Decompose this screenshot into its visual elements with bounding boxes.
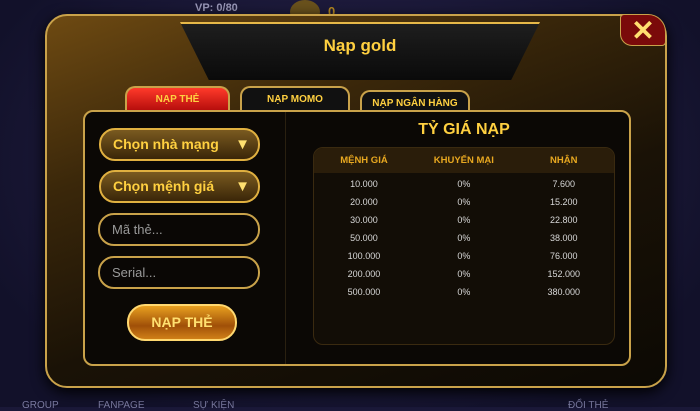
close-button[interactable]: ✕ [620,14,666,46]
rates-table-header: MỆNH GIÁ KHUYẾN MẠI NHẬN [314,148,614,173]
table-row: 500.000 0% 380.000 [314,283,614,301]
header-promotion: KHUYẾN MẠI [433,155,494,166]
table-row: 10.000 0% 7.600 [314,175,614,193]
bottom-nav-fanpage[interactable]: FANPAGE [98,400,145,411]
cell-receive: 7.600 [552,179,575,189]
cell-denomination: 10.000 [350,179,378,189]
rates-title: TỶ GIÁ NẠP [418,121,510,138]
cell-denomination: 200.000 [347,269,381,279]
card-code-input[interactable] [98,213,260,246]
denomination-select[interactable]: Chọn mệnh giá ▼ [99,170,260,203]
cell-receive: 38.000 [549,233,578,243]
serial-input[interactable] [98,256,260,289]
cell-promotion: 0% [457,251,471,261]
tab-nap-momo[interactable]: NẠP MOMO [240,86,350,112]
cell-promotion: 0% [457,197,471,207]
table-row: 30.000 0% 22.800 [314,211,614,229]
cell-denomination: 20.000 [350,197,378,207]
cell-promotion: 0% [457,179,471,189]
bottom-nav-group[interactable]: GROUP [22,400,59,411]
denomination-select-label: Chọn mệnh giá [113,178,215,194]
panel-divider [285,112,286,364]
rates-table: MỆNH GIÁ KHUYẾN MẠI NHẬN 10.000 0% 7.600 20… [313,147,615,345]
carrier-select-label: Chọn nhà mạng [113,136,219,152]
header-denomination: MỆNH GIÁ [340,155,388,166]
table-row: 200.000 0% 152.000 [314,265,614,283]
cell-receive: 76.000 [549,251,578,261]
dropdown-triangle-icon: ▼ [235,178,250,195]
tab-nap-the[interactable]: NẠP THẺ [125,86,230,112]
cell-receive: 380.000 [547,287,580,297]
cell-promotion: 0% [457,287,471,297]
bottom-nav-card-exchange[interactable]: ĐỔI THẺ [568,400,609,411]
submit-card-button[interactable]: NẠP THẺ [127,304,237,341]
carrier-select[interactable]: Chọn nhà mạng ▼ [99,128,260,161]
modal-title-bar [180,22,540,80]
cell-promotion: 0% [457,233,471,243]
cell-promotion: 0% [457,215,471,225]
vip-points: VP: 0/80 [195,2,238,14]
table-row: 20.000 0% 15.200 [314,193,614,211]
bottom-nav-events[interactable]: SỰ KIỆN [193,400,235,411]
table-row: 100.000 0% 76.000 [314,247,614,265]
dropdown-triangle-icon: ▼ [235,136,250,153]
cell-denomination: 50.000 [350,233,378,243]
cell-receive: 15.200 [549,197,578,207]
cell-promotion: 0% [457,269,471,279]
modal-title: Nạp gold [323,36,397,55]
table-row: 50.000 0% 38.000 [314,229,614,247]
cell-denomination: 500.000 [347,287,381,297]
close-x-icon: ✕ [631,15,655,46]
cell-denomination: 30.000 [350,215,378,225]
cell-receive: 152.000 [547,269,580,279]
header-receive: NHẬN [550,155,578,166]
cell-receive: 22.800 [549,215,578,225]
cell-denomination: 100.000 [347,251,381,261]
coin-balance: 0 [328,4,336,19]
